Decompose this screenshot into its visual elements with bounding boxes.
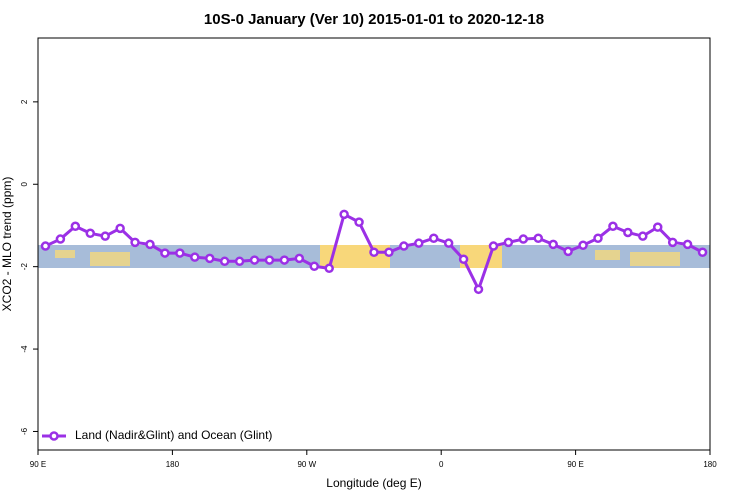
point <box>399 241 409 251</box>
point <box>563 246 573 257</box>
y-tick-label: -6 <box>20 427 29 435</box>
legend-marker <box>49 431 59 441</box>
chart-title: 10S-0 January (Ver 10) 2015-01-01 to 202… <box>204 11 544 28</box>
point <box>100 231 110 241</box>
point <box>264 255 275 265</box>
point <box>443 238 454 248</box>
y-axis-label: XCO2 - MLO trend (ppm) <box>0 177 14 312</box>
point <box>518 234 529 244</box>
point <box>130 237 140 248</box>
point <box>219 256 230 267</box>
point <box>249 255 260 265</box>
point <box>697 247 708 257</box>
point <box>578 240 588 250</box>
point <box>369 247 379 257</box>
point <box>55 234 66 244</box>
point <box>533 233 544 243</box>
y-tick-label: 2 <box>20 99 29 104</box>
x-tick-label: 90 E <box>30 460 46 469</box>
point <box>354 217 364 227</box>
point <box>85 228 96 239</box>
point <box>160 248 170 258</box>
plot-frame <box>37 37 711 451</box>
point <box>667 237 678 248</box>
point <box>384 247 394 257</box>
point <box>234 256 245 267</box>
x-tick-label: 180 <box>166 460 180 469</box>
point <box>115 223 125 234</box>
point <box>279 255 290 265</box>
y-tick-label: -2 <box>20 263 29 271</box>
point <box>339 209 349 220</box>
point <box>309 261 320 271</box>
point <box>175 248 185 258</box>
point <box>503 237 514 248</box>
point <box>428 233 439 243</box>
point <box>682 239 693 250</box>
point <box>652 222 663 232</box>
x-axis-label: Longitude (deg E) <box>326 476 421 490</box>
point <box>593 233 603 243</box>
point <box>458 254 469 264</box>
point <box>548 239 558 250</box>
point <box>623 227 633 238</box>
point <box>190 252 200 262</box>
point <box>488 241 499 251</box>
point <box>608 221 618 232</box>
x-tick-label: 90 W <box>297 460 316 469</box>
point <box>473 284 484 295</box>
x-tick-label: 180 <box>703 460 717 469</box>
legend-label: Land (Nadir&Glint) and Ocean (Glint) <box>75 428 272 442</box>
point <box>638 231 648 241</box>
y-tick-label: 0 <box>20 181 29 186</box>
point <box>70 221 81 232</box>
point <box>145 239 155 250</box>
point <box>294 253 305 264</box>
y-tick-label: -4 <box>20 345 29 353</box>
point <box>40 241 51 251</box>
x-tick-label: 0 <box>439 460 444 469</box>
point <box>204 253 215 264</box>
x-tick-label: 90 E <box>567 460 583 469</box>
point <box>414 238 424 248</box>
point <box>324 263 334 274</box>
